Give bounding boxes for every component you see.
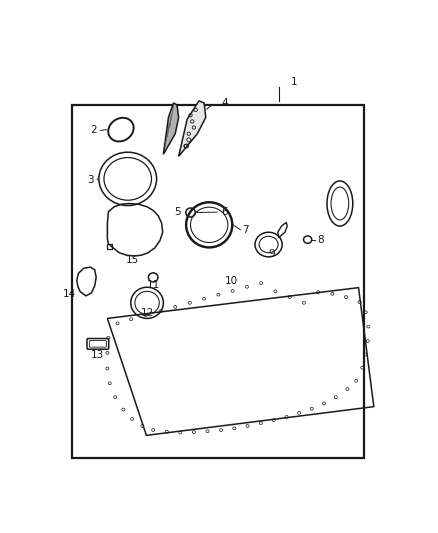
Text: 13: 13 bbox=[91, 350, 105, 360]
Text: 5: 5 bbox=[174, 207, 181, 217]
Text: 9: 9 bbox=[268, 248, 275, 259]
Text: 1: 1 bbox=[291, 77, 297, 87]
Text: 4: 4 bbox=[221, 98, 228, 108]
Text: 6: 6 bbox=[221, 207, 228, 217]
Text: 10: 10 bbox=[225, 277, 238, 286]
Bar bbox=[72, 105, 364, 458]
Text: 11: 11 bbox=[147, 280, 160, 290]
Text: 2: 2 bbox=[91, 125, 97, 135]
Text: 12: 12 bbox=[141, 309, 154, 319]
Polygon shape bbox=[163, 103, 179, 154]
Text: 15: 15 bbox=[126, 255, 139, 265]
Text: 8: 8 bbox=[317, 235, 323, 245]
Polygon shape bbox=[179, 101, 206, 156]
Text: 7: 7 bbox=[242, 225, 249, 235]
Text: 3: 3 bbox=[87, 175, 94, 185]
Text: 14: 14 bbox=[63, 289, 76, 299]
